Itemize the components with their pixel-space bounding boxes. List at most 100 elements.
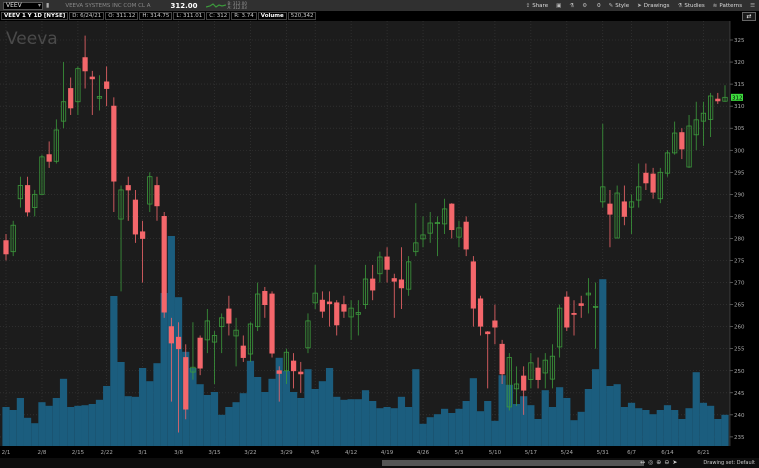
symbol-selector[interactable]: VEEV ▾ xyxy=(3,1,43,10)
price-chart[interactable]: 235 240 245 250 255 260 265 270 275 280 285 290 295 3… xyxy=(0,21,759,457)
candle xyxy=(32,189,38,217)
volume-bar xyxy=(491,420,499,446)
chevron-down-icon[interactable]: ▾ xyxy=(37,1,41,9)
candle-body xyxy=(485,331,491,335)
volume-bar xyxy=(361,390,370,446)
zoom-in-icon[interactable]: ⊕ xyxy=(656,459,662,466)
candle xyxy=(643,163,649,190)
reset-zoom-icon[interactable]: ◎ xyxy=(648,459,654,466)
info-volume-label: Volume xyxy=(257,12,287,20)
last-price-tag-label: 312 xyxy=(732,95,743,101)
candle-body xyxy=(406,261,412,290)
cursor-icon[interactable]: ➤ xyxy=(672,459,678,466)
candle-body xyxy=(492,320,498,328)
candle xyxy=(477,295,484,336)
candle-body xyxy=(183,357,189,410)
gear-button[interactable]: ⚙ xyxy=(582,3,587,9)
volume-bar xyxy=(124,396,132,446)
x-tick-label: 4/12 xyxy=(345,450,357,456)
y-tick-label: 280 xyxy=(734,236,745,242)
candle xyxy=(557,304,563,358)
candle xyxy=(46,141,52,168)
candle xyxy=(657,167,663,204)
candle-body xyxy=(290,360,297,372)
candle-body xyxy=(312,292,318,304)
0-button[interactable]: 0 xyxy=(595,3,601,9)
candle xyxy=(449,203,455,239)
candle xyxy=(290,353,297,389)
tool-label: Studies xyxy=(684,2,705,9)
menu-button[interactable]: ☰ xyxy=(750,3,755,9)
y-tick-label: 270 xyxy=(734,281,745,287)
candle-body xyxy=(607,203,613,215)
candle-body xyxy=(276,370,282,374)
expand-icon[interactable]: ⇄ xyxy=(742,12,756,21)
y-tick-label: 290 xyxy=(734,192,745,198)
style-button[interactable]: ✎ Style xyxy=(609,3,629,9)
y-tick-label: 250 xyxy=(734,369,745,375)
y-tick-label: 275 xyxy=(734,259,745,265)
volume-bar xyxy=(59,378,68,446)
candle-body xyxy=(686,125,692,168)
candle xyxy=(140,220,146,283)
candle xyxy=(104,66,110,107)
pan-icon[interactable]: ↔ xyxy=(640,459,646,466)
studies-button[interactable]: ⚗ Studies xyxy=(677,3,704,9)
volume-bar xyxy=(570,420,578,446)
x-tick-label: 5/17 xyxy=(525,450,538,456)
y-tick-label: 235 xyxy=(734,435,745,441)
volume-bar xyxy=(340,399,348,446)
scrollbar-thumb[interactable] xyxy=(382,460,644,466)
volume-bar xyxy=(275,357,283,446)
candle-body xyxy=(334,302,340,326)
candle-body xyxy=(17,185,23,200)
candle xyxy=(247,322,254,362)
candle xyxy=(441,198,448,235)
tool-label: Share xyxy=(532,2,549,9)
candle xyxy=(614,185,620,239)
chart-scrollbar[interactable]: ↔ ◎ ⊕ ⊖ ➤ Drawing set: Default xyxy=(0,458,759,468)
candle-body xyxy=(211,335,218,343)
candle xyxy=(75,66,81,115)
volume-bar xyxy=(74,405,82,446)
candle-body xyxy=(542,359,548,374)
candle xyxy=(628,194,635,235)
candle xyxy=(17,176,23,208)
flask-button[interactable]: ⚗ xyxy=(569,3,574,9)
lock-icon[interactable]: ▮ xyxy=(46,2,50,9)
volume-bar xyxy=(505,384,513,446)
candle-body xyxy=(628,201,635,208)
candle-body xyxy=(672,132,678,154)
last-price-tag xyxy=(731,93,743,101)
candle-body xyxy=(10,224,16,253)
screen-button[interactable]: ▣ xyxy=(556,3,561,9)
candle xyxy=(219,313,225,354)
volume-bar xyxy=(721,414,729,446)
candle-body xyxy=(434,222,441,224)
x-tick-label: 2/22 xyxy=(100,450,112,456)
volume-bar xyxy=(369,401,377,446)
zoom-out-icon[interactable]: ⊖ xyxy=(664,459,670,466)
volume-bar xyxy=(304,369,312,446)
candle xyxy=(470,256,476,327)
drawings-button[interactable]: ➤ Drawings xyxy=(637,3,669,9)
volume-bar xyxy=(448,413,456,446)
volume-bar xyxy=(203,395,211,446)
zoom-controls: ↔ ◎ ⊕ ⊖ ➤ xyxy=(640,459,677,466)
candle xyxy=(413,203,419,257)
volume-bar xyxy=(261,392,269,446)
candle-body xyxy=(140,231,146,239)
tool-label: Style xyxy=(615,2,630,9)
candle xyxy=(147,172,153,212)
candle-body xyxy=(283,351,290,372)
volume-bar xyxy=(548,407,557,446)
x-tick-label: 5/3 xyxy=(455,450,464,456)
volume-bar xyxy=(110,296,118,446)
patterns-button[interactable]: ≋ Patterns xyxy=(713,3,742,9)
x-tick-label: 3/8 xyxy=(174,450,183,456)
candle xyxy=(370,264,376,301)
share-button[interactable]: ⇪ Share xyxy=(526,3,548,9)
volume-bar xyxy=(376,408,384,446)
drawing-set[interactable]: Drawing set: Default xyxy=(703,460,755,466)
candle xyxy=(132,189,139,243)
